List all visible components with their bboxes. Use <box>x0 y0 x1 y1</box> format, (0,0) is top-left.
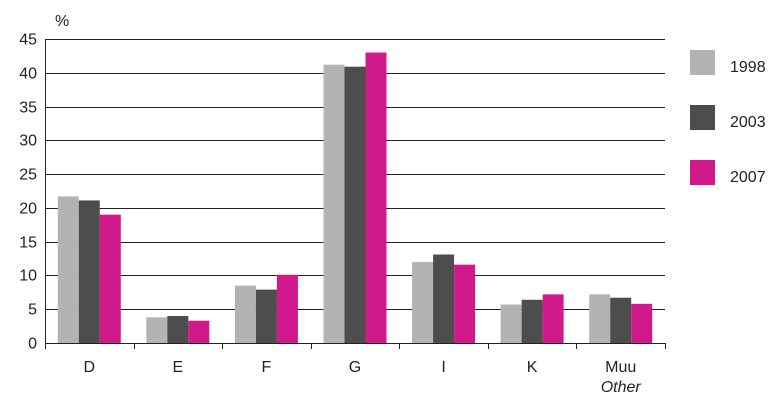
bar-2003-d <box>78 200 100 343</box>
x-axis <box>45 39 666 349</box>
x-axis-category-labels: D E F G I K Muu Other <box>84 359 642 396</box>
x-category-label: K <box>527 359 538 376</box>
y-tick-label: 20 <box>19 201 37 218</box>
bar-1998-k <box>500 304 522 343</box>
legend-swatch-2003 <box>690 105 715 130</box>
bar-2003-e <box>167 315 189 343</box>
y-axis-tick-labels: 0 5 10 15 20 25 30 35 40 45 <box>19 32 37 353</box>
y-tick-label: 0 <box>28 336 37 353</box>
y-tick-label: 45 <box>19 32 37 49</box>
x-category-label: Muu <box>605 359 636 376</box>
y-tick-label: 25 <box>19 167 37 184</box>
bar-2007-f <box>276 274 298 343</box>
bar-1998-e <box>146 317 168 343</box>
bar-1998-i <box>412 261 434 343</box>
x-category-label: D <box>84 359 96 376</box>
y-tick-label: 35 <box>19 100 37 117</box>
legend-swatch-1998 <box>690 50 715 75</box>
y-tick-label: 10 <box>19 268 37 285</box>
y-tick-label: 30 <box>19 133 37 150</box>
bars <box>57 52 653 344</box>
bar-1998-f <box>234 285 256 343</box>
y-tick-label: 15 <box>19 235 37 252</box>
bar-2007-e <box>188 320 210 343</box>
legend-label-2007: 2007 <box>730 169 766 186</box>
legend-label-1998: 1998 <box>730 59 766 76</box>
bar-1998-muu <box>589 294 611 343</box>
bar-2007-g <box>365 52 387 344</box>
bar-2003-i <box>433 254 455 343</box>
bar-2003-f <box>255 289 277 343</box>
y-tick-label: 5 <box>28 302 37 319</box>
bar-2003-g <box>344 66 366 343</box>
x-category-label: G <box>349 359 361 376</box>
bar-2003-muu <box>610 297 632 343</box>
bar-1998-g <box>323 64 345 343</box>
y-tick-label: 40 <box>19 66 37 83</box>
y-axis-unit-label: % <box>55 13 69 30</box>
legend-swatch-2007 <box>690 160 715 185</box>
x-category-label: E <box>173 359 184 376</box>
bar-2007-k <box>542 294 564 343</box>
bar-2007-muu <box>631 303 653 343</box>
bar-2007-i <box>454 264 476 343</box>
x-category-label: I <box>441 359 445 376</box>
bar-2003-k <box>521 299 543 343</box>
legend: 1998 2003 2007 <box>690 50 766 186</box>
x-category-sublabel: Other <box>601 379 642 396</box>
bar-2007-d <box>99 214 121 343</box>
legend-label-2003: 2003 <box>730 114 766 131</box>
bar-1998-d <box>57 196 79 343</box>
x-category-label: F <box>262 359 272 376</box>
